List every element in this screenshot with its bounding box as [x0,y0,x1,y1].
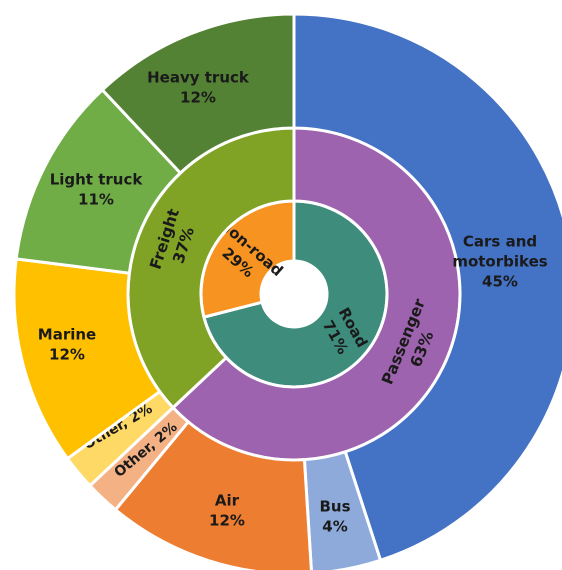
outer-label-cars-and-motorbikes: Cars and motorbikes 45% [452,233,547,291]
outer-label-cars-and-motorbikes-line-2: 45% [482,273,518,291]
outer-label-air-line-0: Air [215,492,240,510]
outer-label-marine-line-1: 12% [49,346,85,364]
outer-label-heavy-truck-line-1: 12% [180,89,216,107]
outer-slice-bus [302,450,383,570]
outer-label-air-line-1: 12% [209,512,245,530]
outer-label-marine: Marine 12% [38,326,96,364]
outer-label-bus: Bus 4% [319,498,350,536]
outer-label-heavy-truck-line-0: Heavy truck [147,69,250,87]
outer-label-light-truck-line-1: 11% [78,191,114,209]
outer-label-bus-line-1: 4% [322,518,347,536]
outer-slice-heavy-truck [100,12,296,175]
outer-label-light-truck: Light truck 11% [50,171,144,209]
outer-label-marine-line-0: Marine [38,326,96,344]
outer-label-heavy-truck: Heavy truck 12% [147,69,250,107]
outer-label-cars-and-motorbikes-line-0: Cars and [463,233,537,251]
outer-label-cars-and-motorbikes-line-1: motorbikes [452,253,547,271]
outer-label-air: Air 12% [209,492,245,530]
outer-label-bus-line-0: Bus [319,498,350,516]
outer-slice-cars-and-motorbikes [292,12,562,562]
outer-label-light-truck-line-0: Light truck [50,171,144,189]
